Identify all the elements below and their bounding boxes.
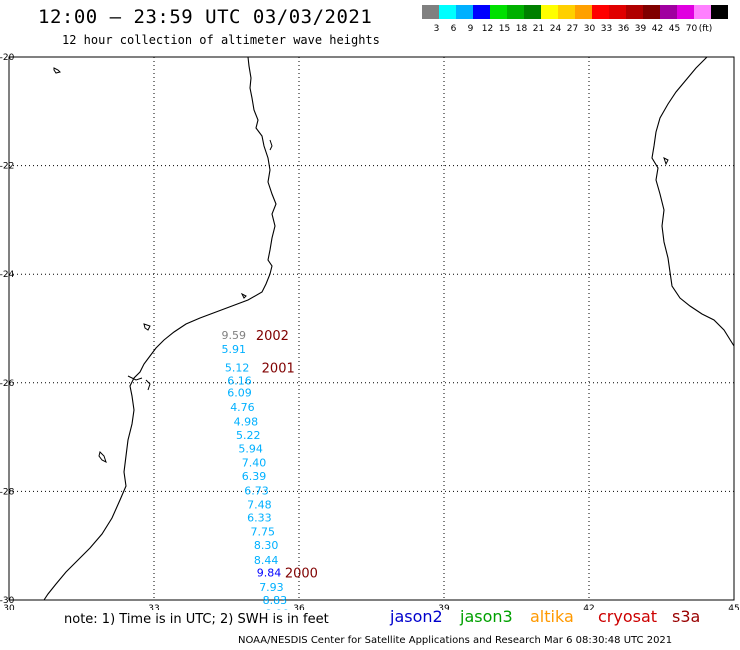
latitude-tick-label: -28	[0, 487, 15, 497]
legend-swatch	[643, 5, 660, 19]
satellite-jason3: jason3	[460, 607, 513, 626]
year-label: 2001	[262, 362, 295, 377]
legend-swatch	[524, 5, 541, 19]
wave-height-value: 5.91	[222, 343, 247, 356]
legend-swatch	[660, 5, 677, 19]
wave-height-value: 6.16	[227, 375, 252, 388]
wave-height-value: 7.40	[242, 457, 267, 470]
wave-height-value: 5.94	[238, 443, 263, 456]
wave-height-value: 8.83	[263, 594, 288, 607]
year-labels: 2002 2001 2000	[256, 329, 318, 581]
legend-swatch	[694, 5, 711, 19]
island	[53, 67, 61, 74]
legend-swatch	[473, 5, 490, 19]
legend-label: 70	[685, 24, 698, 34]
year-label: 2002	[256, 329, 289, 344]
wave-height-map: 30 33 36 39 42 45 -20 -22 -24 -26 -28 -30 9.595.91 5…	[0, 53, 740, 610]
wave-height-value: 7.93	[259, 581, 284, 594]
legend-label: 30	[583, 24, 596, 34]
legend-swatch	[456, 5, 473, 19]
madagascar-coastline	[651, 56, 735, 347]
footer-note: note: 1) Time is in UTC; 2) SWH is in fe…	[64, 612, 329, 627]
legend-swatch	[507, 5, 524, 19]
longitude-tick-label: 45	[728, 604, 739, 610]
wave-height-value: 7.48	[247, 498, 272, 511]
legend-swatch	[541, 5, 558, 19]
legend-label: 6	[450, 24, 457, 34]
latitude-tick-label: -20	[0, 53, 15, 63]
legend-swatch	[592, 5, 609, 19]
legend-swatch	[558, 5, 575, 19]
island	[663, 157, 669, 166]
legend-swatch	[490, 5, 507, 19]
wave-height-value: 9.84	[257, 566, 282, 579]
latitude-tick-label: -30	[0, 596, 15, 606]
legend-swatch	[626, 5, 643, 19]
longitude-tick-label: 39	[438, 604, 450, 610]
satellite-cryosat: cryosat	[598, 607, 658, 626]
graticule	[9, 57, 734, 600]
longitude-tick-label: 36	[293, 604, 305, 610]
wave-height-value: 8.44	[254, 554, 279, 567]
wave-height-value: 8.30	[254, 539, 279, 552]
latitude-tick-label: -22	[0, 162, 14, 172]
year-label: 2000	[285, 566, 318, 581]
africa-coastline	[43, 56, 277, 601]
satellite-jason2: jason2	[390, 607, 443, 626]
wave-height-value: 7.75	[251, 526, 276, 539]
satellite-s3a: s3a	[672, 607, 701, 626]
wave-height-value: 8.99	[265, 608, 290, 610]
wave-height-value: 5.22	[236, 429, 261, 442]
map-frame	[8, 56, 735, 601]
wave-height-value: 6.39	[242, 470, 267, 483]
wave-height-value: 5.12	[225, 362, 250, 375]
legend-label: 21	[532, 24, 545, 34]
latitude-tick-label: -24	[0, 270, 15, 280]
legend-label: 18	[515, 24, 528, 34]
wave-height-value: 4.76	[230, 401, 255, 414]
legend-label: 33	[600, 24, 613, 34]
legend-swatch	[439, 5, 456, 19]
latitude-tick-label: -26	[0, 379, 15, 389]
legend-label: 45	[668, 24, 681, 34]
legend-swatch	[575, 5, 592, 19]
axis-ticks: 30 33 36 39 42 45 -20 -22 -24 -26 -28 -30	[0, 53, 740, 610]
island	[98, 451, 107, 463]
legend-label: 15	[498, 24, 511, 34]
footer-credit: NOAA/NESDIS Center for Satellite Applica…	[238, 635, 673, 646]
legend-label: 39	[634, 24, 647, 34]
legend-label: (ft)	[698, 24, 713, 34]
legend-swatch	[609, 5, 626, 19]
legend-label: 42	[651, 24, 664, 34]
legend-label: 36	[617, 24, 630, 34]
map-subtitle: 12 hour collection of altimeter wave hei…	[62, 33, 380, 47]
legend-label: 3	[433, 24, 440, 34]
longitude-tick-label: 33	[148, 604, 159, 610]
legend-swatch	[711, 5, 728, 19]
wave-height-value: 6.73	[244, 484, 269, 497]
coast-detail	[127, 139, 273, 391]
longitude-tick-label: 42	[583, 604, 594, 610]
island	[143, 323, 151, 331]
wave-height-value: 6.09	[227, 387, 252, 400]
satellite-altika: altika	[530, 607, 574, 626]
altimeter-track: 9.595.91 5.126.166.094.764.985.225.947.40…	[222, 329, 290, 610]
island	[240, 292, 247, 299]
map-title: 12:00 – 23:59 UTC 03/03/2021	[38, 6, 373, 28]
wave-height-value: 9.59	[222, 329, 247, 342]
wave-height-value: 6.33	[247, 511, 272, 524]
legend-label: 24	[549, 24, 562, 34]
wave-height-value: 4.98	[234, 415, 259, 428]
longitude-tick-label: 30	[3, 604, 15, 610]
legend-swatch	[677, 5, 694, 19]
legend-label: 9	[467, 24, 474, 34]
legend-label: 12	[481, 24, 494, 34]
legend-label: 27	[566, 24, 579, 34]
legend-swatch	[422, 5, 439, 19]
